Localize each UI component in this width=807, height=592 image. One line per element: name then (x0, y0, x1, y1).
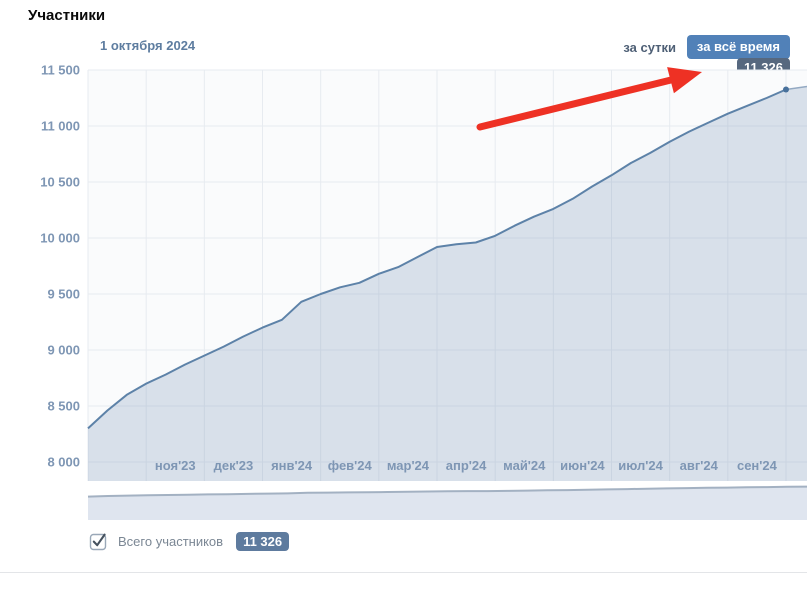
legend-series-label: Всего участников (118, 533, 224, 549)
y-axis-label: 9 000 (47, 343, 80, 358)
x-axis-label: ноя'23 (155, 458, 196, 473)
y-axis-label: 10 500 (40, 175, 80, 190)
x-axis-label: сен'24 (737, 458, 778, 473)
range-daily-button[interactable]: за сутки (623, 40, 676, 55)
y-axis-label: 8 500 (47, 399, 80, 414)
legend-value-badge: 11 326 (236, 531, 290, 551)
x-axis-label: дек'23 (214, 458, 254, 473)
series-legend: Всего участников 11 326 (89, 530, 290, 552)
hover-date-label: 1 октября 2024 (100, 38, 196, 53)
x-axis-label: июн'24 (560, 458, 605, 473)
y-axis-label: 11 000 (41, 119, 80, 134)
plot-area (88, 70, 807, 481)
x-axis-label: июл'24 (618, 458, 663, 473)
x-axis-label: апр'24 (446, 458, 487, 473)
y-axis-label: 10 000 (40, 231, 80, 246)
x-axis-label: авг'24 (680, 458, 719, 473)
series-line-cut (785, 85, 807, 91)
last-point-marker (783, 86, 789, 93)
section-divider (0, 572, 807, 573)
checkmark-icon (89, 533, 107, 550)
series-area-fill (88, 86, 807, 481)
x-axis-label: мар'24 (387, 458, 430, 473)
range-alltime-button[interactable]: за всё время (686, 35, 790, 59)
series-checkbox[interactable] (89, 533, 107, 550)
y-axis-label: 9 500 (47, 287, 80, 302)
series-line (87, 88, 787, 430)
y-axis-label: 8 000 (47, 455, 80, 470)
x-axis-label: фев'24 (328, 458, 373, 473)
page-title: Участники (28, 7, 106, 24)
annotation-arrow-head-icon (667, 67, 702, 94)
y-axis-label: 11 500 (41, 63, 80, 78)
x-axis-label: май'24 (503, 458, 546, 473)
x-axis-label: янв'24 (271, 458, 313, 473)
overview-strip-fill[interactable] (88, 486, 807, 520)
overview-strip-line[interactable] (87, 485, 807, 498)
annotation-arrow-shaft (476, 76, 675, 131)
